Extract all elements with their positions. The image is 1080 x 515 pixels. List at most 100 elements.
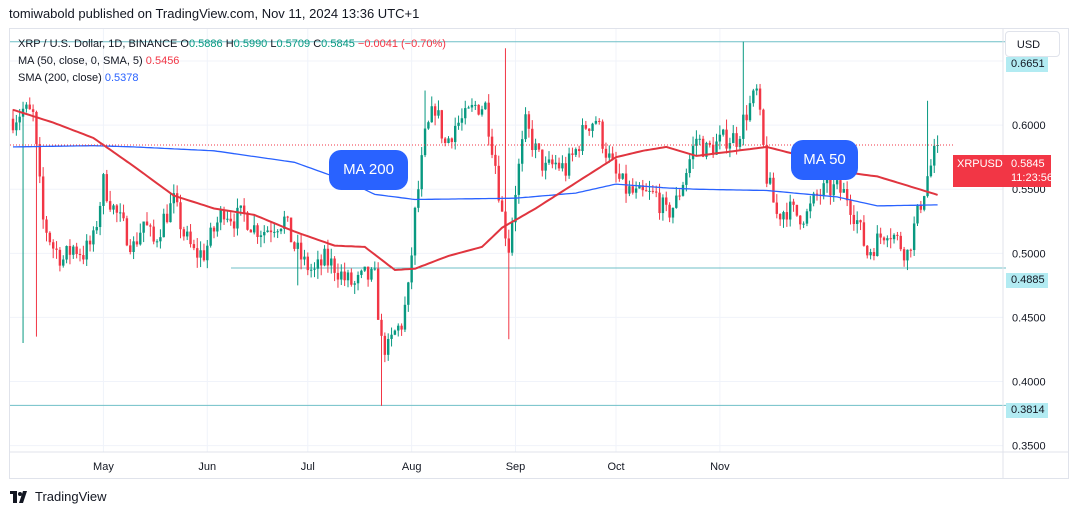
- x-tick-label: Jun: [198, 461, 216, 473]
- candle-body: [648, 190, 651, 192]
- candle-body: [85, 240, 88, 260]
- legend-low-label: L: [270, 38, 277, 50]
- horizontal-levels: [10, 41, 1006, 406]
- candle-body: [906, 249, 909, 261]
- candle-body: [705, 142, 708, 157]
- candle-body: [614, 159, 618, 174]
- candle-body: [886, 238, 889, 241]
- candle-body: [169, 203, 172, 223]
- candle-body: [577, 149, 581, 152]
- candle-body: [812, 193, 815, 204]
- candle-body: [641, 185, 644, 191]
- candle-body: [159, 237, 162, 242]
- candle-body: [48, 232, 52, 243]
- x-tick-label: Sep: [506, 461, 526, 473]
- candle-body: [902, 249, 906, 261]
- candle-body: [561, 163, 564, 169]
- ma50-callout: MA 50: [791, 140, 858, 180]
- candle-body: [142, 221, 145, 233]
- legend-close-label: C: [313, 38, 322, 50]
- candle-body: [598, 120, 601, 122]
- candle-body: [923, 196, 926, 210]
- candle-body: [293, 242, 296, 249]
- x-tick-label: Nov: [710, 461, 730, 473]
- candle-body: [443, 138, 447, 143]
- candle-body: [571, 153, 574, 155]
- candle-body: [363, 266, 366, 271]
- candle-body: [490, 136, 494, 155]
- footer-brand[interactable]: TradingView: [35, 489, 107, 504]
- candle-body: [678, 195, 681, 197]
- candle-body: [500, 200, 504, 212]
- candle-body: [370, 268, 373, 280]
- level-tag-mid: 0.4885: [1006, 273, 1048, 288]
- candle-body: [869, 252, 872, 256]
- legend-sma200-row[interactable]: SMA (200, close) 0.5378: [18, 70, 446, 87]
- candle-body: [222, 209, 226, 220]
- candle-body: [872, 252, 876, 257]
- candle-body: [253, 225, 256, 233]
- legend-ma50-row[interactable]: MA (50, close, 0, SMA, 5) 0.5456: [18, 53, 446, 70]
- publish-line: tomiwabold published on TradingView.com,…: [9, 6, 420, 21]
- candle-body: [279, 228, 283, 232]
- legend-symbol[interactable]: XRP / U.S. Dollar, 1D, BINANCE: [18, 38, 178, 50]
- candle-body: [420, 155, 423, 190]
- candle-body: [403, 304, 407, 330]
- candle-body: [216, 222, 219, 232]
- candle-body: [765, 144, 768, 184]
- candle-body: [755, 88, 758, 91]
- sma200-label: SMA (200, close): [18, 72, 102, 84]
- candle-body: [309, 269, 313, 271]
- candle-body: [752, 90, 755, 104]
- ma50-value: 0.5456: [145, 55, 180, 67]
- candle-body: [35, 111, 38, 145]
- candle-body: [249, 229, 253, 233]
- candle-body: [393, 330, 397, 335]
- candle-body: [340, 271, 343, 280]
- candle-body: [62, 259, 65, 266]
- candle-body: [112, 205, 115, 210]
- candle-body: [926, 176, 929, 197]
- candle-body: [896, 234, 899, 236]
- x-tick-label: May: [93, 461, 114, 473]
- candle-body: [835, 180, 839, 185]
- candle-body: [799, 215, 802, 225]
- candle-body: [477, 104, 480, 115]
- currency-button[interactable]: USD: [1005, 31, 1060, 57]
- tradingview-logo-icon: [10, 490, 27, 503]
- legend-open-label: O: [180, 38, 189, 50]
- candle-body: [845, 189, 849, 201]
- candle-body: [202, 250, 206, 261]
- candle-body: [242, 205, 246, 213]
- x-tick-label: Aug: [402, 461, 422, 473]
- x-tick-label: Oct: [607, 461, 624, 473]
- candle-body: [356, 274, 360, 284]
- candle-body: [283, 216, 286, 229]
- candle-body: [88, 240, 92, 245]
- candle-body: [651, 190, 655, 192]
- candle-body: [105, 174, 108, 202]
- candle-body: [728, 143, 732, 149]
- candle-body: [467, 107, 470, 109]
- candle-body: [413, 207, 417, 256]
- candle-body: [65, 246, 68, 260]
- candle-body: [333, 258, 336, 273]
- candle-body: [407, 282, 410, 305]
- candle-body: [510, 222, 514, 253]
- candle-body: [323, 248, 326, 266]
- candle-body: [229, 218, 232, 222]
- candle-body: [839, 180, 842, 193]
- candle-body: [139, 232, 142, 245]
- candle-body: [25, 104, 28, 109]
- candle-body: [581, 125, 584, 152]
- candle-body: [232, 221, 236, 229]
- candle-body: [152, 226, 155, 242]
- candle-body: [748, 103, 752, 121]
- candle-body: [346, 272, 350, 281]
- legend-high-label: H: [225, 38, 234, 50]
- candle-body: [795, 204, 799, 216]
- candle-body: [58, 249, 62, 266]
- candle-body: [809, 203, 812, 212]
- candle-body: [665, 197, 668, 205]
